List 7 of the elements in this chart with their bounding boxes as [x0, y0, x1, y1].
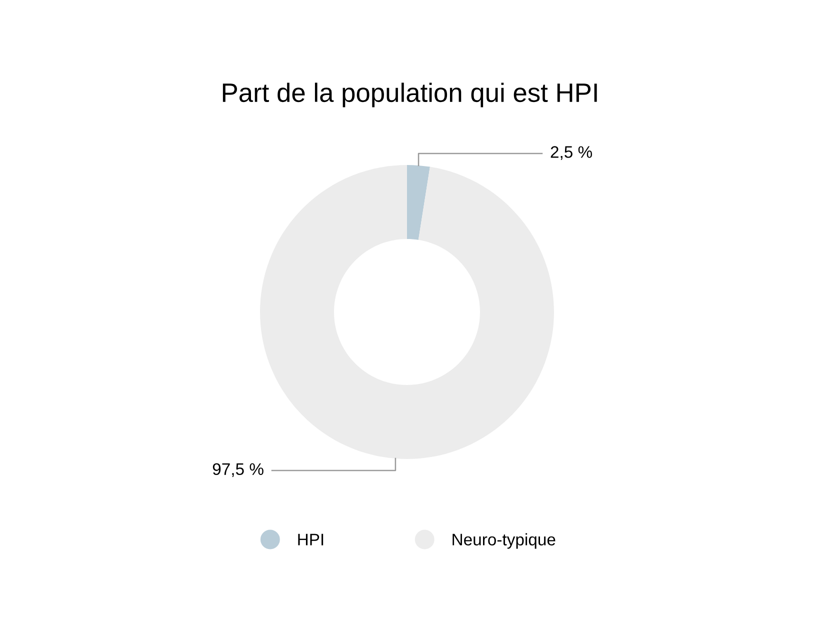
donut-slice [260, 165, 554, 459]
donut-slice [407, 165, 430, 240]
data-label: 2,5 % [550, 146, 592, 160]
legend-label: HPI [298, 534, 324, 546]
chart-title: Part de la population qui est HPI [222, 82, 597, 108]
data-label: 97,5 % [212, 463, 264, 477]
legend-label: Neuro-typique [452, 533, 556, 549]
